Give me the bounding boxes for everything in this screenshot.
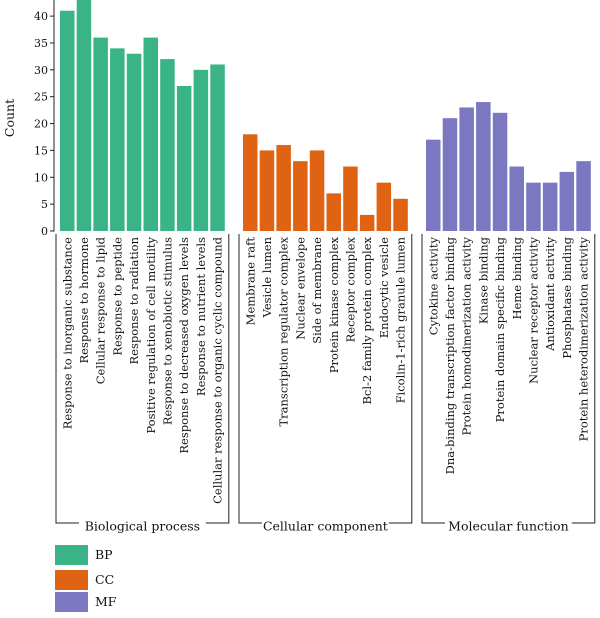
bar-mf-0 bbox=[426, 139, 441, 231]
y-tick-label: 25 bbox=[34, 91, 48, 104]
category-labels: Response to inorganic substance Response … bbox=[60, 236, 590, 504]
bar-cc-9 bbox=[393, 198, 408, 231]
category-label: Membrane raft bbox=[243, 237, 257, 326]
group-label: Cellular component bbox=[263, 519, 388, 534]
category-label: Antioxidant activity bbox=[543, 236, 557, 351]
bar-bp-3 bbox=[110, 48, 125, 231]
legend-swatch-mf bbox=[55, 592, 88, 612]
y-tick-label: 35 bbox=[34, 37, 48, 50]
category-label: Transcription regulator complex bbox=[277, 236, 291, 426]
group-label-bg bbox=[262, 516, 389, 530]
bar-cc-3 bbox=[293, 161, 308, 231]
y-tick-label: 15 bbox=[34, 144, 48, 157]
category-label: Positive regulation of cell motility bbox=[144, 237, 158, 434]
category-label: Protein heterodimerization activity bbox=[577, 237, 591, 442]
category-label: Dna-binding transcription factor binding bbox=[443, 236, 457, 474]
category-label: Side of membrane bbox=[310, 237, 324, 344]
category-label: Protein homodimerization activity bbox=[460, 236, 474, 435]
legend-swatch-cc bbox=[55, 570, 88, 590]
category-label: Kinase binding bbox=[476, 236, 490, 324]
category-label: Receptor complex bbox=[343, 236, 357, 342]
group-brackets: Biological process Cellular component Mole… bbox=[55, 234, 596, 534]
y-tick-label: 20 bbox=[34, 118, 48, 131]
category-label: Endocytic vesicle bbox=[377, 237, 391, 338]
bar-cc-7 bbox=[359, 214, 375, 231]
category-label: Bcl-2 family protein complex bbox=[360, 236, 374, 404]
bar-bp-9 bbox=[210, 64, 225, 231]
category-label: Cellular response to lipid bbox=[94, 236, 108, 384]
bar-mf-2 bbox=[459, 107, 474, 231]
y-axis-title: Count bbox=[2, 99, 17, 137]
bar-bp-6 bbox=[160, 59, 175, 232]
bar-mf-7 bbox=[542, 182, 558, 231]
bar-mf-8 bbox=[559, 171, 575, 231]
legend-label-mf: MF bbox=[95, 594, 117, 609]
bar-mf-6 bbox=[526, 182, 541, 231]
y-axis: 0 5 10 15 20 25 30 35 40 bbox=[34, 0, 55, 238]
legend-label-bp: BP bbox=[95, 547, 113, 562]
category-label: Ficolin-1-rich granule lumen bbox=[394, 236, 408, 403]
category-label: Response to nutrient levels bbox=[194, 237, 208, 396]
category-label: Response to peptide bbox=[110, 237, 124, 356]
bar-mf-5 bbox=[509, 166, 524, 231]
category-label: Response to xenobiotic stimulus bbox=[160, 237, 174, 425]
legend: BP CC MF bbox=[55, 545, 117, 612]
bar-cc-5 bbox=[326, 193, 341, 231]
bar-cc-0 bbox=[243, 134, 258, 231]
y-tick-label: 10 bbox=[34, 171, 48, 184]
bar-cc-6 bbox=[343, 166, 358, 231]
bar-cc-4 bbox=[309, 150, 325, 231]
category-label: Response to hormone bbox=[77, 237, 91, 364]
group-label-bg bbox=[445, 516, 572, 530]
bar-bp-0 bbox=[60, 10, 75, 231]
bars bbox=[60, 0, 591, 232]
category-label: Cytokine activity bbox=[426, 237, 440, 336]
y-tick-label: 30 bbox=[34, 64, 48, 77]
bar-bp-2 bbox=[93, 37, 108, 232]
y-tick-label: 0 bbox=[41, 225, 48, 238]
bar-bp-4 bbox=[126, 53, 142, 231]
category-label: Heme binding bbox=[510, 236, 524, 319]
group-label-bg bbox=[79, 516, 206, 530]
bar-mf-9 bbox=[576, 161, 591, 231]
category-label: Protein kinase complex bbox=[327, 236, 341, 373]
group-label: Biological process bbox=[85, 519, 200, 534]
category-label: Phosphatase binding bbox=[560, 236, 574, 358]
legend-swatch-bp bbox=[55, 545, 88, 565]
category-label: Response to decreased oxygen levels bbox=[177, 237, 191, 454]
category-label: Response to radiation bbox=[127, 236, 141, 364]
category-label: Nuclear receptor activity bbox=[526, 237, 540, 384]
bar-cc-2 bbox=[276, 145, 291, 231]
group-label: Molecular function bbox=[448, 519, 569, 534]
bar-bp-1 bbox=[76, 0, 92, 231]
bar-mf-3 bbox=[476, 102, 491, 232]
category-label: Response to inorganic substance bbox=[60, 237, 74, 429]
bar-cc-8 bbox=[376, 182, 392, 231]
category-label: Vesicle lumen bbox=[260, 236, 274, 318]
y-tick-label: 40 bbox=[34, 10, 48, 23]
bar-cc-1 bbox=[259, 150, 275, 231]
bar-bp-5 bbox=[143, 37, 158, 232]
bar-bp-8 bbox=[193, 69, 209, 231]
category-label: Protein domain specific binding bbox=[493, 236, 507, 422]
category-label: Cellular response to organic cyclic comp… bbox=[211, 236, 225, 504]
legend-label-cc: CC bbox=[95, 572, 114, 587]
bar-bp-7 bbox=[176, 85, 192, 231]
y-tick-label: 5 bbox=[41, 198, 48, 211]
bar-mf-1 bbox=[442, 118, 458, 231]
category-label: Nuclear envelope bbox=[293, 237, 307, 340]
bar-mf-4 bbox=[492, 112, 508, 231]
